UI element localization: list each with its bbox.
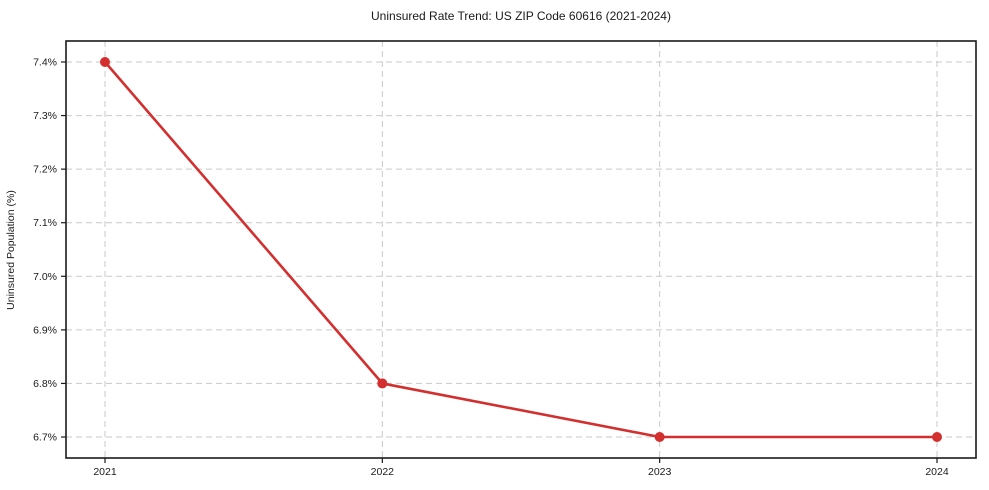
y-tick-label: 7.4% <box>33 57 57 69</box>
axes: 2021 2022 2023 2024 7.4% 7.3% 7.2% 7.1% 7.0% 6.9%… <box>33 40 977 478</box>
y-tick-label: 7.0% <box>33 271 57 283</box>
x-tick-label: 2024 <box>925 466 949 478</box>
x-tick-label: 2022 <box>371 466 395 478</box>
y-tick-label: 6.7% <box>33 432 57 444</box>
chart-title: Uninsured Rate Trend: US ZIP Code 60616 … <box>371 9 671 23</box>
data-point <box>377 378 388 389</box>
gridlines <box>66 41 976 458</box>
y-tick-label: 7.3% <box>33 110 57 122</box>
x-tick-label: 2021 <box>93 466 117 478</box>
y-axis-label: Uninsured Population (%) <box>5 190 17 310</box>
trend-line <box>103 60 939 439</box>
y-tick-label: 7.2% <box>33 164 57 176</box>
data-point <box>654 432 665 442</box>
y-tick-label: 6.9% <box>33 324 57 336</box>
y-tick-label: 6.8% <box>33 378 57 390</box>
y-tick-label: 7.1% <box>33 217 57 229</box>
data-point <box>100 57 110 67</box>
data-point <box>932 432 942 442</box>
plot-border <box>65 40 977 459</box>
data-series <box>100 57 942 442</box>
x-tick-label: 2023 <box>648 466 672 478</box>
